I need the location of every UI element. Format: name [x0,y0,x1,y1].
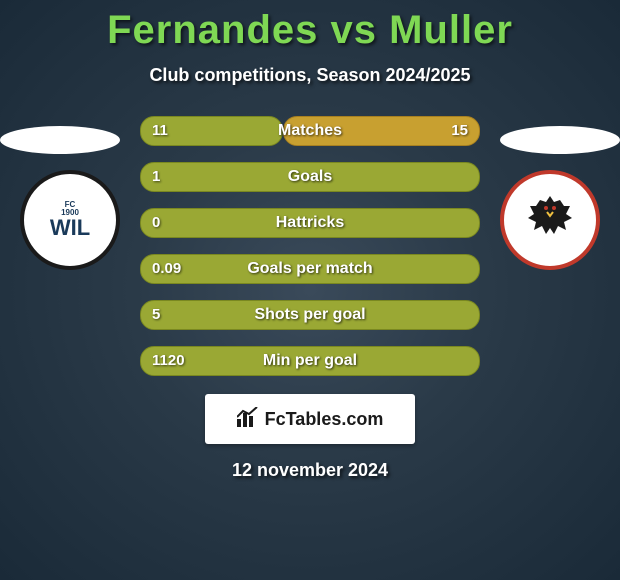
stat-row: 0Hattricks [140,208,480,238]
stat-row: 1120Min per goal [140,346,480,376]
stat-value-left: 5 [152,300,160,330]
stat-bar-left [140,346,480,376]
stat-value-left: 1 [152,162,160,192]
stat-value-right: 15 [451,116,468,146]
date-text: 12 november 2024 [0,460,620,481]
stat-bar-left [140,162,480,192]
eagle-icon [520,188,580,253]
stat-value-left: 0 [152,208,160,238]
stat-bar-left [140,254,480,284]
brand-text: FcTables.com [265,409,384,430]
chart-icon [237,407,259,432]
stats-container: 1115Matches1Goals0Hattricks0.09Goals per… [140,116,480,376]
stat-bar-left [140,300,480,330]
stat-row: 5Shots per goal [140,300,480,330]
stat-value-left: 0.09 [152,254,181,284]
comparison-title: Fernandes vs Muller [0,0,620,53]
stat-bar-left [140,208,480,238]
stat-value-left: 11 [152,116,168,146]
team-badge-left: FC 1900 WIL [20,170,120,270]
player-placeholder-left [0,126,120,154]
stat-row: 1Goals [140,162,480,192]
player-placeholder-right [500,126,620,154]
stat-value-left: 1120 [152,346,185,376]
team-badge-left-text: FC 1900 WIL [50,201,90,239]
team-badge-right [500,170,600,270]
stat-row: 1115Matches [140,116,480,146]
stat-row: 0.09Goals per match [140,254,480,284]
subtitle: Club competitions, Season 2024/2025 [0,65,620,86]
brand-badge: FcTables.com [205,394,415,444]
